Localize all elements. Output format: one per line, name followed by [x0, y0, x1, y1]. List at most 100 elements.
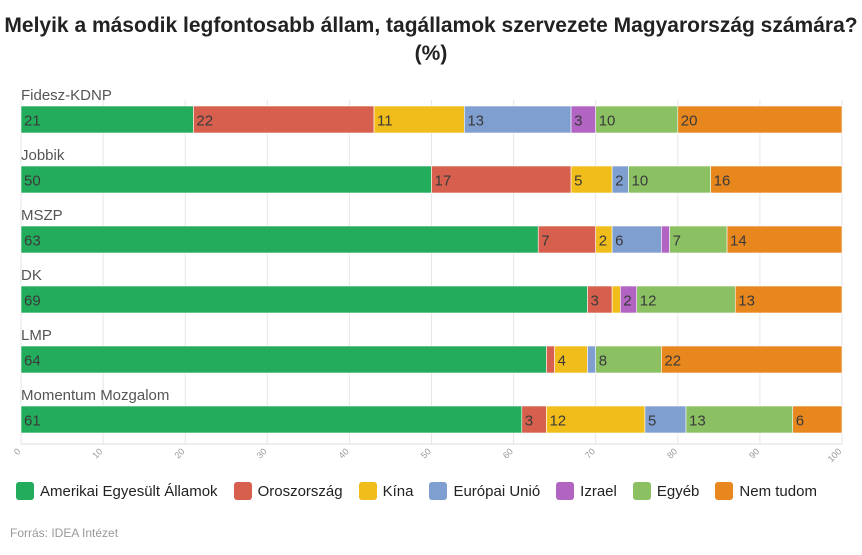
bar-segment: [611, 225, 662, 254]
data-label: 16: [714, 173, 731, 190]
x-tick-label: 70: [583, 446, 597, 460]
data-label: 64: [24, 353, 41, 370]
x-tick-label: 50: [419, 446, 433, 460]
data-label: 7: [541, 233, 549, 250]
data-label: 61: [24, 413, 41, 430]
legend-label: Oroszország: [257, 482, 343, 500]
chart-title-line2: (%): [414, 42, 448, 65]
bar-segment: [677, 105, 843, 134]
legend-item: Kína: [358, 482, 414, 500]
x-tick-label: 30: [255, 446, 269, 460]
bar-segment: [20, 165, 432, 194]
x-tick-label: 60: [501, 446, 515, 460]
data-label: 5: [648, 413, 656, 430]
data-label: 4: [558, 353, 566, 370]
data-label: 10: [599, 113, 616, 130]
bar-segment: [554, 345, 588, 374]
bar-segment: [570, 105, 597, 134]
legend-label: Nem tudom: [739, 482, 817, 500]
category-label: Fidesz-KDNP: [21, 87, 112, 104]
bar-segment: [792, 405, 843, 434]
bar-segment: [20, 105, 194, 134]
data-label: 17: [435, 173, 452, 190]
x-tick-label: 0: [12, 446, 23, 457]
bar-segment: [587, 285, 613, 314]
bar-segment: [20, 345, 547, 374]
x-tick-label: 20: [172, 446, 186, 460]
bar-segment: [595, 105, 679, 134]
legend-item: Egyéb: [632, 482, 699, 500]
bar-segment: [587, 345, 596, 374]
legend-item: Európai Unió: [429, 482, 540, 500]
source-note: Forrás: IDEA Intézet: [10, 526, 119, 540]
data-label: 22: [196, 113, 213, 130]
bar-segment: [710, 165, 843, 194]
x-tick-label: 40: [337, 446, 351, 460]
bar-segment: [193, 105, 375, 134]
data-label: 13: [738, 293, 755, 310]
bar-segment: [726, 225, 843, 254]
category-label: Momentum Mozgalom: [21, 387, 169, 404]
bar-segment: [20, 225, 539, 254]
data-label: 21: [24, 113, 41, 130]
chart-legend: Amerikai Egyesült Államok Oroszország Kína…: [16, 482, 856, 500]
data-label: 12: [549, 413, 566, 430]
x-tick-label: 90: [747, 446, 761, 460]
data-label: 11: [377, 113, 393, 130]
legend-label: Izrael: [580, 482, 617, 500]
data-label: 2: [623, 293, 631, 310]
data-label: 20: [681, 113, 698, 130]
x-tick-label: 80: [665, 446, 679, 460]
legend-item: Oroszország: [233, 482, 343, 500]
bar-segment: [669, 225, 728, 254]
data-label: 13: [689, 413, 706, 430]
data-label: 22: [664, 353, 681, 370]
bar-segment: [570, 165, 613, 194]
legend-item: Nem tudom: [715, 482, 817, 500]
x-tick-label: 100: [826, 446, 844, 464]
legend-swatch: [358, 482, 377, 500]
data-label: 3: [525, 413, 533, 430]
data-label: 69: [24, 293, 41, 310]
data-label: 50: [24, 173, 41, 190]
bar-segment: [685, 405, 794, 434]
legend-swatch: [556, 482, 575, 500]
category-label: LMP: [21, 327, 52, 344]
data-label: 14: [730, 233, 747, 250]
legend-label: Kína: [382, 482, 414, 500]
legend-item: Izrael: [556, 482, 617, 500]
x-tick-label: 10: [90, 446, 104, 460]
bar-segment: [464, 105, 572, 134]
chart-title: Melyik a második legfontosabb állam, tag…: [0, 12, 862, 68]
data-label: 6: [615, 233, 623, 250]
bar-segment: [611, 285, 621, 314]
legend-item: Amerikai Egyesült Államok: [16, 482, 218, 500]
data-label: 8: [599, 353, 607, 370]
bar-segment: [373, 105, 465, 134]
data-label: 7: [673, 233, 681, 250]
data-label: 6: [796, 413, 804, 430]
data-label: 13: [467, 113, 484, 130]
category-label: DK: [21, 267, 42, 284]
legend-label: Amerikai Egyesült Államok: [40, 482, 218, 500]
data-label: 2: [599, 233, 607, 250]
bar-segment: [661, 345, 843, 374]
bar-segment: [546, 345, 555, 374]
legend-swatch: [632, 482, 651, 500]
data-label: 2: [615, 173, 623, 190]
legend-swatch: [16, 482, 34, 500]
legend-swatch: [233, 482, 252, 500]
data-label: 63: [24, 233, 41, 250]
data-label: 3: [574, 113, 582, 130]
bar-segment: [431, 165, 572, 194]
bar-segment: [661, 225, 670, 254]
bar-segment: [20, 285, 588, 314]
bar-segment: [20, 405, 523, 434]
bar-segment: [546, 405, 646, 434]
data-label: 12: [640, 293, 657, 310]
data-label: 5: [574, 173, 582, 190]
data-label: 3: [590, 293, 598, 310]
chart-title-line1: Melyik a második legfontosabb állam, tag…: [4, 14, 858, 37]
legend-label: Európai Unió: [453, 482, 541, 500]
